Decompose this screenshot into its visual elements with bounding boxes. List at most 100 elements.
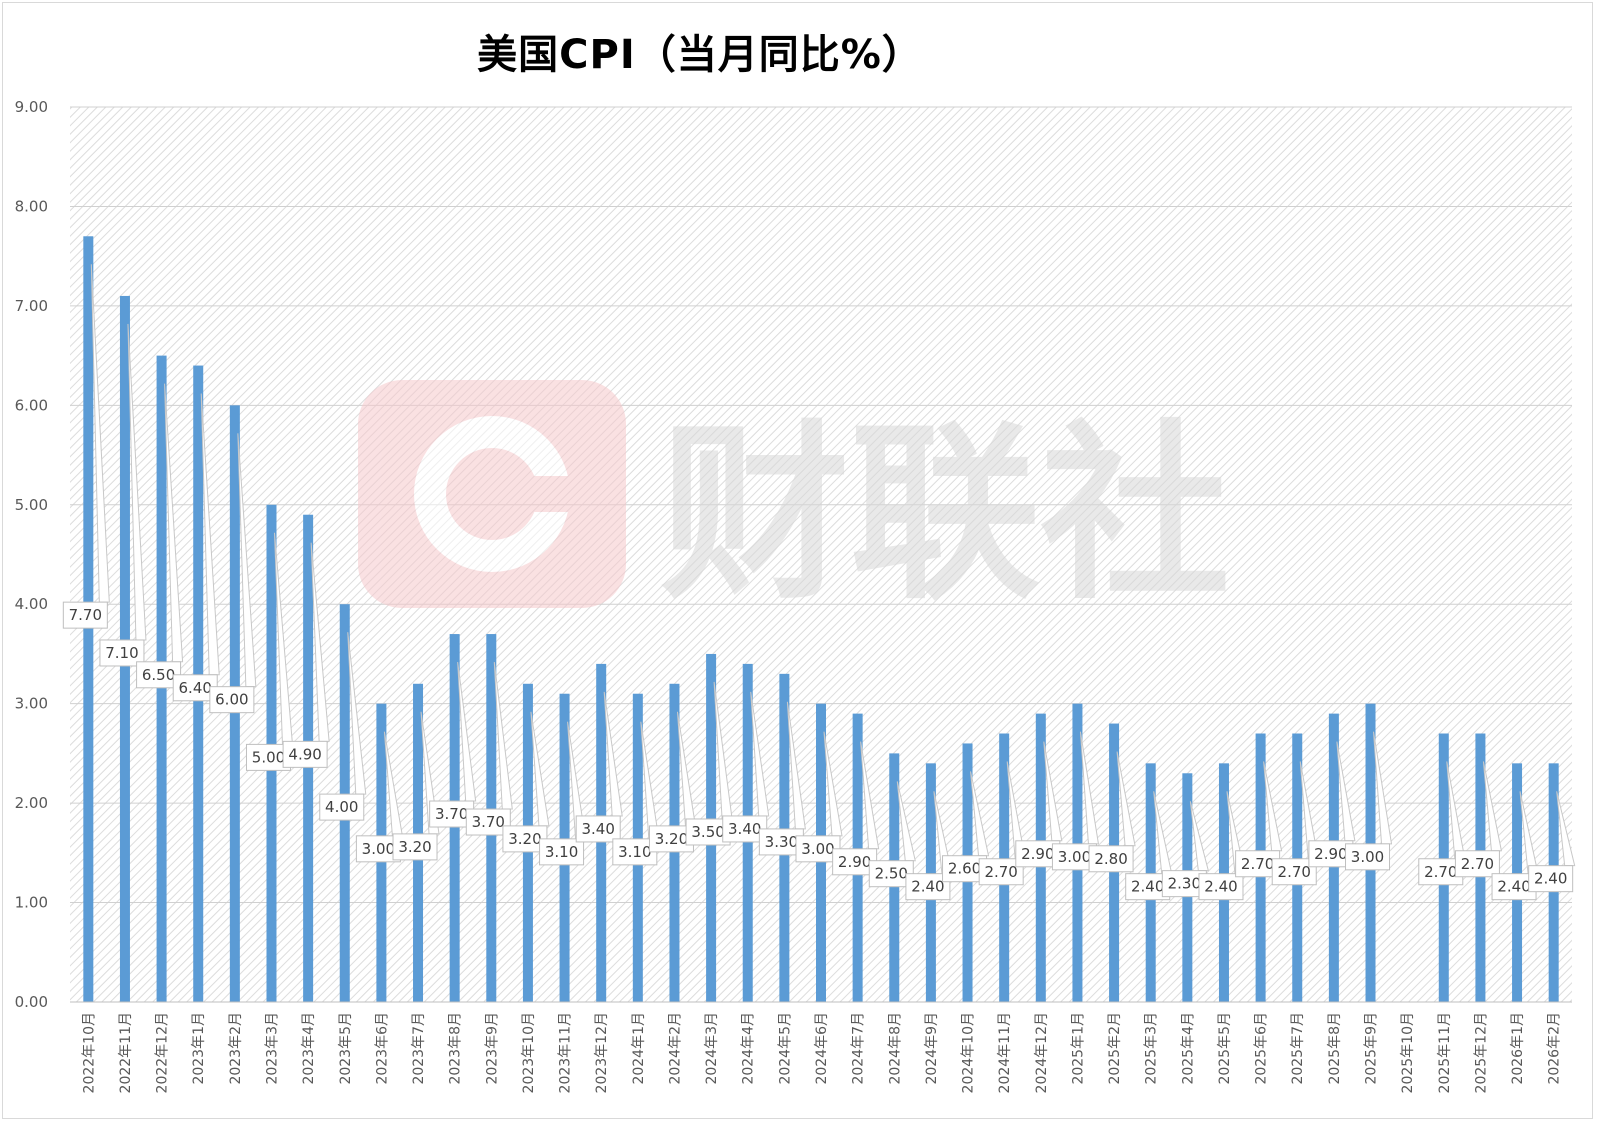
data-label: 3.40	[581, 820, 614, 838]
data-label: 2.70	[984, 863, 1017, 881]
data-label: 2.90	[1314, 845, 1347, 863]
data-label: 3.20	[398, 838, 431, 856]
x-tick-label: 2023年10月	[521, 1012, 537, 1093]
data-label: 2.40	[1497, 878, 1530, 896]
y-tick-label: 3.00	[15, 695, 48, 713]
data-label: 3.70	[472, 813, 505, 831]
data-label: 3.30	[765, 833, 798, 851]
data-label: 2.60	[948, 860, 981, 878]
x-tick-label: 2025年2月	[1107, 1012, 1123, 1085]
x-tick-label: 2023年8月	[448, 1012, 464, 1085]
data-label: 5.00	[252, 748, 285, 766]
x-tick-label: 2023年1月	[191, 1012, 207, 1085]
x-tick-label: 2024年1月	[631, 1012, 647, 1085]
y-tick-label: 9.00	[15, 98, 48, 116]
data-label-box	[539, 838, 585, 866]
x-tick-label: 2025年5月	[1217, 1012, 1233, 1085]
data-label-box	[1198, 873, 1244, 901]
x-tick-label: 2023年7月	[411, 1012, 427, 1085]
x-tick-label: 2024年3月	[704, 1012, 720, 1085]
data-label: 2.40	[911, 878, 944, 896]
data-label: 2.90	[838, 853, 871, 871]
x-tick-label: 2024年10月	[961, 1012, 977, 1093]
x-tick-label: 2022年12月	[155, 1012, 171, 1093]
data-label: 2.80	[1094, 850, 1127, 868]
x-tick-label: 2025年11月	[1437, 1012, 1453, 1093]
x-tick-label: 2022年10月	[81, 1012, 97, 1093]
chart-title: 美国CPI（当月同比%）	[477, 32, 923, 78]
x-tick-label: 2023年9月	[484, 1012, 500, 1085]
data-label: 3.70	[435, 805, 468, 823]
x-tick-label: 2023年6月	[374, 1012, 390, 1085]
x-tick-label: 2024年4月	[741, 1012, 757, 1085]
y-tick-label: 8.00	[15, 197, 48, 215]
x-tick-label: 2023年11月	[558, 1012, 574, 1093]
data-label-box	[319, 793, 365, 821]
data-label: 4.00	[325, 798, 358, 816]
data-label: 4.90	[288, 745, 321, 763]
data-label: 2.90	[1021, 845, 1054, 863]
x-tick-label: 2026年2月	[1547, 1012, 1563, 1085]
data-label-box	[1088, 845, 1134, 873]
data-label: 7.10	[105, 644, 138, 662]
y-tick-label: 0.00	[15, 993, 48, 1011]
y-axis: 0.00 1.00 2.00 3.00 4.00 5.00 6.00 7.00 8.00 9.00	[15, 98, 48, 1011]
data-label: 3.40	[728, 820, 761, 838]
data-label: 2.30	[1168, 875, 1201, 893]
data-label: 3.00	[1058, 848, 1091, 866]
y-tick-label: 5.00	[15, 496, 48, 514]
x-tick-label: 2025年3月	[1144, 1012, 1160, 1085]
data-label: 2.50	[875, 865, 908, 883]
data-label: 2.70	[1241, 855, 1274, 873]
data-label-box	[1528, 865, 1574, 893]
x-tick-label: 2022年11月	[118, 1012, 134, 1093]
y-tick-label: 7.00	[15, 297, 48, 315]
data-label-box	[392, 833, 438, 861]
data-labels: 7.707.106.506.406.005.00 4.904.003.00 3.20…	[62, 264, 1576, 901]
x-tick-label: 2025年12月	[1473, 1012, 1489, 1093]
data-label: 7.70	[69, 606, 102, 624]
x-tick-label: 2025年9月	[1364, 1012, 1380, 1085]
x-tick-label: 2025年8月	[1327, 1012, 1343, 1085]
y-tick-label: 6.00	[15, 396, 48, 414]
x-tick-label: 2024年7月	[851, 1012, 867, 1085]
x-tick-label: 2024年8月	[887, 1012, 903, 1085]
data-label: 2.40	[1534, 870, 1567, 888]
x-tick-label: 2025年7月	[1290, 1012, 1306, 1085]
data-label: 3.00	[1351, 848, 1384, 866]
data-label: 6.40	[179, 679, 212, 697]
x-tick-label: 2023年4月	[301, 1012, 317, 1085]
x-tick-label: 2024年9月	[924, 1012, 940, 1085]
data-label: 6.00	[215, 691, 248, 709]
y-tick-label: 4.00	[15, 595, 48, 613]
data-label: 3.00	[362, 840, 395, 858]
x-axis: 2022年10月 2022年11月 2022年12月 2023年1月 2023年2月 20…	[81, 1012, 1562, 1093]
data-label-box	[1345, 843, 1391, 871]
data-label: 3.00	[801, 840, 834, 858]
data-label: 3.10	[618, 843, 651, 861]
x-tick-label: 2023年2月	[228, 1012, 244, 1085]
data-label: 2.70	[1461, 855, 1494, 873]
x-tick-label: 2024年6月	[814, 1012, 830, 1085]
data-label-box	[282, 740, 328, 768]
data-label: 3.50	[691, 823, 724, 841]
data-label-box	[209, 686, 255, 714]
data-label: 2.70	[1424, 863, 1457, 881]
data-label: 3.10	[545, 843, 578, 861]
data-label-box	[1454, 850, 1500, 878]
data-label-box	[62, 601, 108, 629]
x-tick-label: 2024年12月	[1034, 1012, 1050, 1093]
data-label: 2.40	[1131, 878, 1164, 896]
data-label: 6.50	[142, 666, 175, 684]
y-tick-label: 2.00	[15, 794, 48, 812]
y-tick-label: 1.00	[15, 894, 48, 912]
x-tick-label: 2024年5月	[777, 1012, 793, 1085]
x-tick-label: 2023年12月	[594, 1012, 610, 1093]
data-label: 3.20	[655, 830, 688, 848]
x-tick-label: 2025年4月	[1180, 1012, 1196, 1085]
x-tick-label: 2024年2月	[667, 1012, 683, 1085]
watermark-logo: 财联社	[358, 380, 1230, 625]
data-label: 2.40	[1204, 878, 1237, 896]
data-label-box	[575, 815, 621, 843]
svg-text:财联社: 财联社	[660, 404, 1230, 625]
